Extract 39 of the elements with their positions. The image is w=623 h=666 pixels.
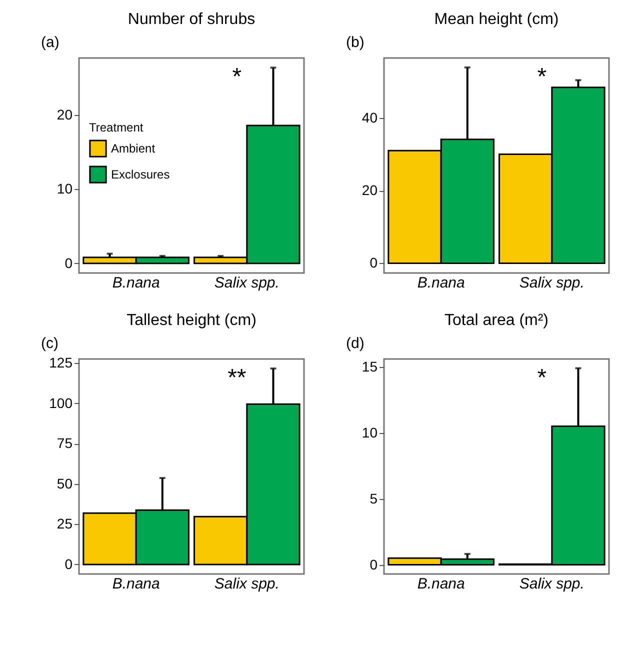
y-tick-label: 125 <box>49 354 73 371</box>
annotation: * <box>537 63 547 90</box>
chart-title: Number of shrubs <box>128 11 256 28</box>
legend-label: Ambient <box>111 142 156 156</box>
y-tick-label: 0 <box>370 556 378 572</box>
x-tick-label: Salix spp. <box>214 274 280 292</box>
y-tick-label: 15 <box>362 358 378 374</box>
x-tick-label: B.nana <box>417 576 465 592</box>
y-tick-label: 0 <box>370 254 378 271</box>
y-tick-label: 100 <box>49 394 73 411</box>
x-tick-label: Salix spp. <box>214 576 280 592</box>
x-tick-label: Salix spp. <box>519 576 584 592</box>
text: (d) <box>346 335 364 352</box>
annotation: * <box>232 63 242 90</box>
chart-title: Tallest height (cm) <box>126 312 256 329</box>
y-tick-label: 75 <box>56 435 73 452</box>
text: (a) <box>41 34 60 51</box>
text: (b) <box>346 34 364 51</box>
legend-title: Treatment <box>89 120 144 134</box>
x-tick-label: B.nana <box>112 274 160 292</box>
y-tick-label: 10 <box>56 180 73 197</box>
y-tick-label: 0 <box>64 556 73 572</box>
y-tick-label: 5 <box>370 490 378 506</box>
text: (c) <box>41 335 58 352</box>
y-tick-label: 50 <box>56 475 73 492</box>
y-tick-label: 10 <box>362 424 378 440</box>
legend-label: Exclosures <box>111 168 170 182</box>
y-tick-label: 40 <box>362 109 378 126</box>
x-tick-label: B.nana <box>417 274 465 292</box>
chart-title: Mean height (cm) <box>434 11 559 28</box>
x-tick-label: Salix spp. <box>519 274 584 292</box>
y-tick-label: 20 <box>56 106 73 123</box>
y-tick-label: 25 <box>56 516 73 532</box>
y-tick-label: 20 <box>362 182 378 198</box>
y-tick-label: 0 <box>64 254 73 271</box>
x-tick-label: B.nana <box>112 576 160 592</box>
annotation: ** <box>228 364 246 392</box>
annotation: * <box>537 364 547 392</box>
chart-title: Total area (m²) <box>444 312 549 329</box>
